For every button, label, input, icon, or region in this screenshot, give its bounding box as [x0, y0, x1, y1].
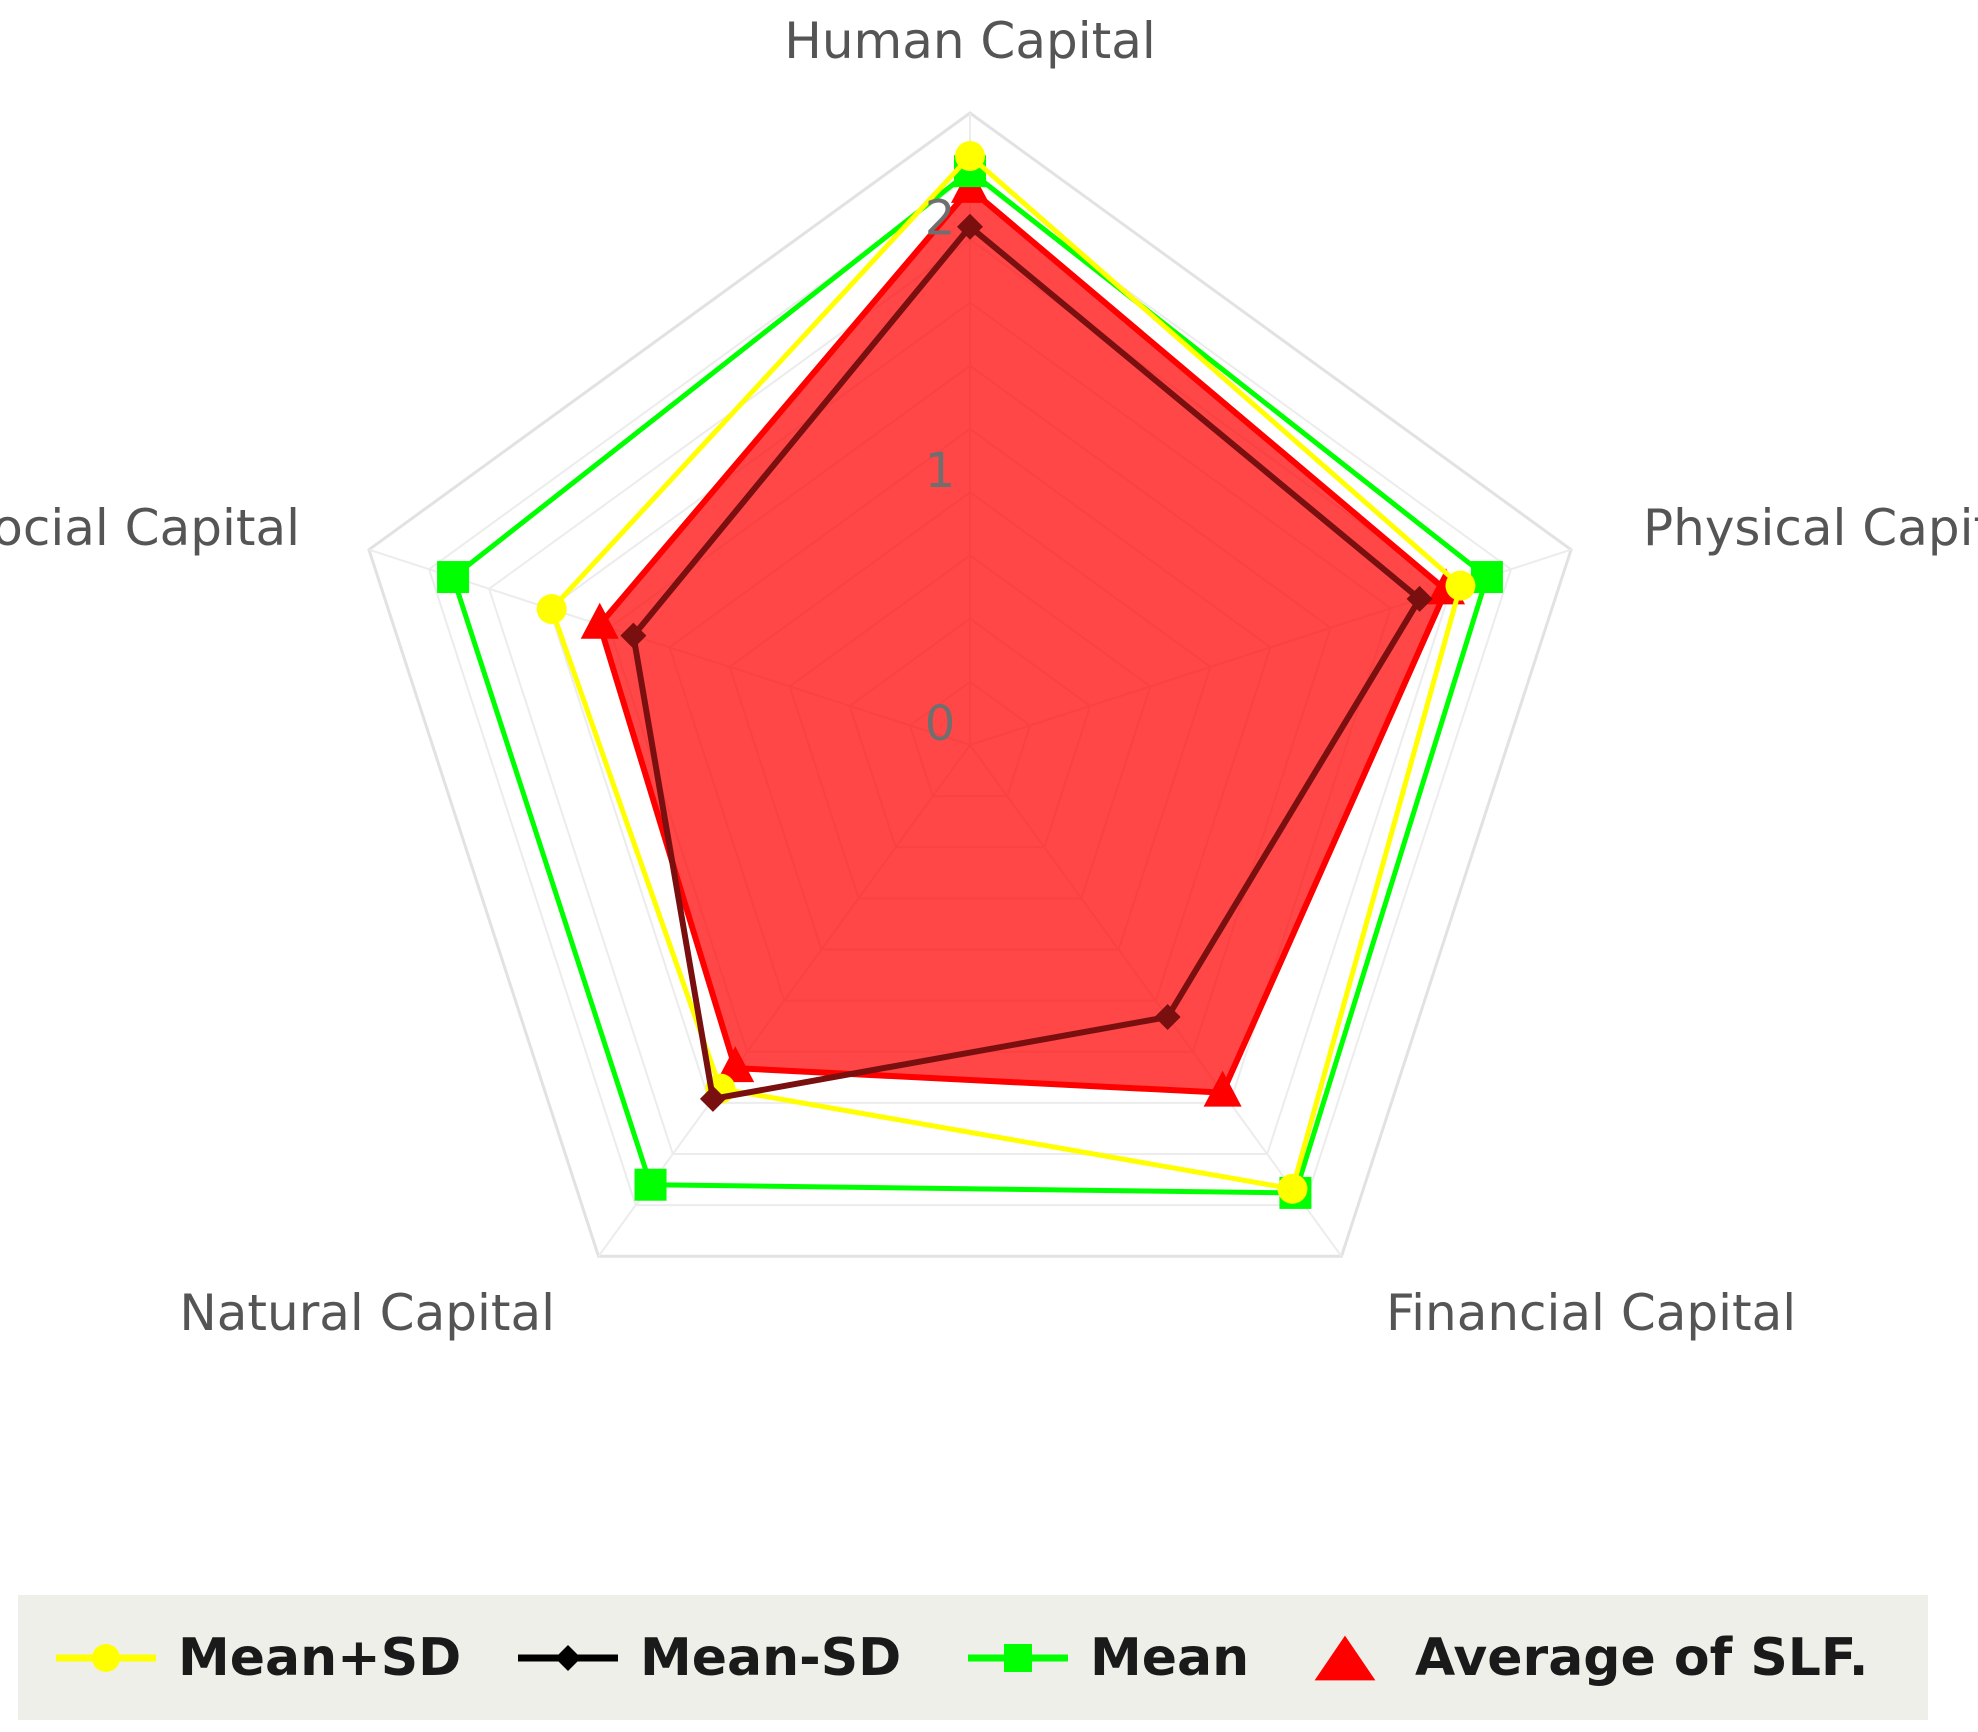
series-mean — [437, 155, 1503, 1209]
axis-label-financial-capital: Financial Capital — [1386, 1284, 1796, 1342]
data-point-triangle — [580, 602, 619, 639]
series-area — [596, 185, 1450, 1096]
radar-series — [437, 140, 1503, 1209]
legend-item-mean: Mean — [968, 1595, 1249, 1720]
series-line — [630, 223, 1423, 1102]
data-point-triangle — [716, 1046, 755, 1083]
data-point-circle — [536, 594, 567, 625]
legend-item-mean-minus-sd: Mean-SD — [518, 1595, 901, 1720]
axis-label-human-capital: Human Capital — [784, 12, 1156, 70]
data-point-diamond — [957, 213, 983, 240]
axis-label-natural-capital: Natural Capital — [179, 1284, 555, 1342]
circle-marker-icon — [56, 1643, 156, 1672]
tick-label: 2 — [925, 190, 956, 246]
legend-label: Mean-SD — [640, 1627, 902, 1688]
radial-tick-labels: 0 1 2 — [925, 190, 956, 752]
data-point-diamond — [620, 622, 647, 649]
legend-label: Mean — [1090, 1627, 1250, 1688]
data-point-square — [437, 561, 470, 594]
data-point-triangle — [1203, 1070, 1242, 1107]
axis-labels: Human Capital Physical Capital Financial… — [0, 12, 1978, 1342]
grid-ring — [367, 111, 1573, 1258]
square-marker-icon — [968, 1643, 1068, 1672]
data-point-diamond — [1154, 1004, 1181, 1031]
axis-label-physical-capital: Physical Capital — [1643, 499, 1978, 557]
data-point-circle — [1445, 570, 1476, 601]
data-point-square — [634, 1168, 667, 1201]
tick-label: 1 — [925, 443, 956, 499]
data-point-circle — [955, 140, 985, 171]
legend-item-average-of-slf: Average of SLF. — [1313, 1595, 1869, 1720]
data-point-square — [1470, 561, 1503, 594]
chart-legend: Mean+SD Mean-SD Mean Average of SLF. — [18, 1595, 1928, 1720]
legend-label: Average of SLF. — [1415, 1627, 1869, 1688]
data-point-diamond — [699, 1085, 726, 1112]
series-mean-sd — [536, 140, 1476, 1204]
data-point-circle — [1277, 1173, 1308, 1204]
diamond-marker-icon — [518, 1644, 618, 1671]
legend-label: Mean+SD — [178, 1627, 462, 1688]
triangle-marker-icon — [1314, 1635, 1376, 1680]
axis-label-social-capital: Social Capital — [0, 499, 300, 557]
tick-label: 0 — [925, 696, 956, 752]
series-mean-sd — [620, 213, 1433, 1112]
radar-chart: 0 1 2 Human Capital Physical Capital Finan… — [0, 12, 1978, 1342]
series-line — [450, 168, 1490, 1196]
series-average-of-slf — [580, 166, 1466, 1107]
data-point-diamond — [1406, 585, 1433, 612]
series-line — [549, 153, 1463, 1192]
grid-ring — [427, 174, 1513, 1207]
legend-item-mean-plus-sd: Mean+SD — [56, 1595, 461, 1720]
